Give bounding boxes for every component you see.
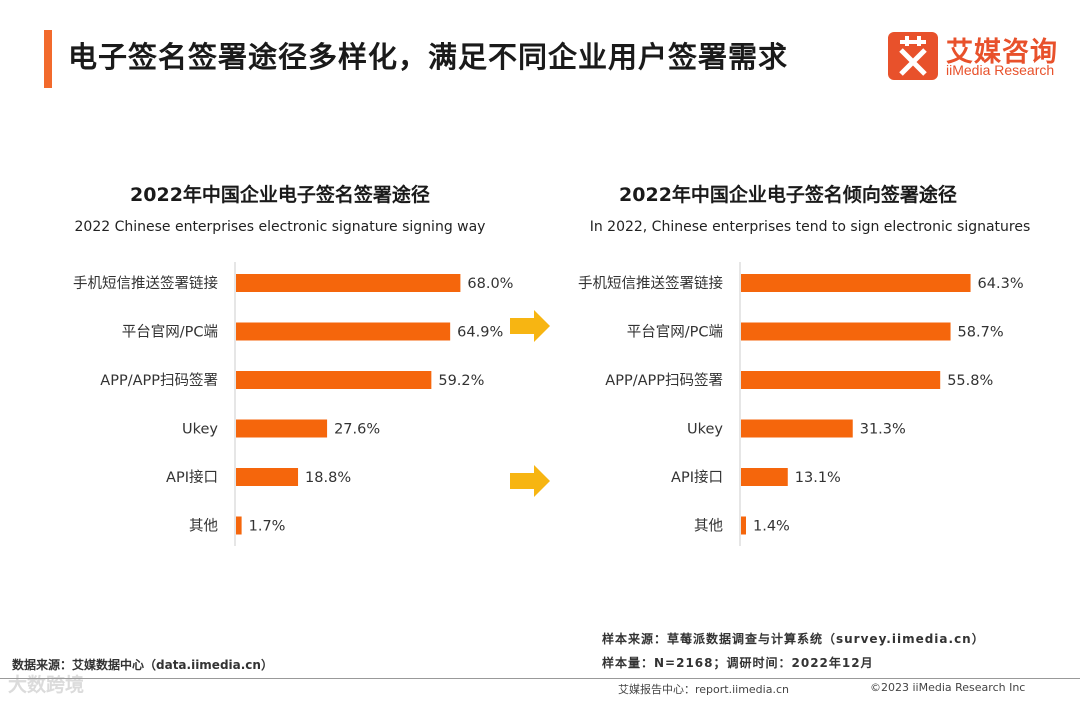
logo-brand-english: iiMedia Research [946,62,1055,78]
category-label: APP/APP扫码签署 [605,372,723,389]
value-label: 31.3% [860,422,906,438]
value-label: 27.6% [334,422,380,438]
value-label: 1.7% [249,519,286,535]
chart-preferred-signing-way: 2022年中国企业电子签名倾向签署途径 In 2022, Chinese ent… [578,183,1030,546]
category-label: API接口 [166,469,218,486]
value-label: 68.0% [467,276,513,292]
chart-title: 2022年中国企业电子签名倾向签署途径 [619,183,957,206]
category-label: 平台官网/PC端 [122,324,218,341]
value-label: 1.4% [753,519,790,535]
category-label: 手机短信推送签署链接 [73,275,218,292]
bar [236,516,242,535]
sample-size: 样本量：N=2168；调研时间：2022年12月 [602,656,874,670]
chart-current-signing-way: 2022年中国企业电子签名签署途径 2022 Chinese enterpris… [73,183,513,546]
bar [236,371,432,389]
category-label: 其他 [694,518,723,535]
iimedia-logo-icon [888,32,938,80]
value-label: 64.9% [457,325,503,341]
category-label: Ukey [687,422,723,438]
data-source: 数据来源：艾媒数据中心（data.iimedia.cn） [12,658,273,672]
value-label: 64.3% [978,276,1024,292]
bar [741,274,971,292]
value-label: 59.2% [438,373,484,389]
bar [741,322,951,341]
bar [741,371,941,389]
bar [741,419,853,438]
bar [236,468,299,486]
report-center: 艾媒报告中心：report.iimedia.cn [618,683,789,696]
footer-divider [0,678,1080,679]
page-title: 电子签名签署途径多样化，满足不同企业用户签署需求 [68,40,789,74]
logo-brand-name: 艾媒咨询 [946,37,1058,68]
chart-subtitle: 2022 Chinese enterprises electronic sign… [75,219,486,235]
chart-title: 2022年中国企业电子签名签署途径 [130,183,430,206]
category-label: 其他 [189,518,218,535]
copyright: ©2023 iiMedia Research Inc [870,681,1026,694]
arrow-right-icon [510,465,550,497]
watermark: 大数跨境 [8,674,85,696]
bar [236,419,328,438]
chart-subtitle: In 2022, Chinese enterprises tend to sig… [590,219,1031,235]
bar [236,274,461,292]
category-label: API接口 [671,469,723,486]
value-label: 13.1% [795,470,841,486]
bar [741,468,788,486]
category-label: 平台官网/PC端 [627,324,723,341]
arrow-right-icon [510,310,550,342]
category-label: APP/APP扫码签署 [100,372,218,389]
value-label: 58.7% [958,325,1004,341]
sample-source: 样本来源：草莓派数据调查与计算系统（survey.iimedia.cn） [602,632,985,646]
bar [236,322,451,341]
category-label: Ukey [182,422,218,438]
value-label: 18.8% [305,470,351,486]
category-label: 手机短信推送签署链接 [578,275,723,292]
bar [741,516,746,535]
title-accent-bar [44,30,52,88]
value-label: 55.8% [947,373,993,389]
